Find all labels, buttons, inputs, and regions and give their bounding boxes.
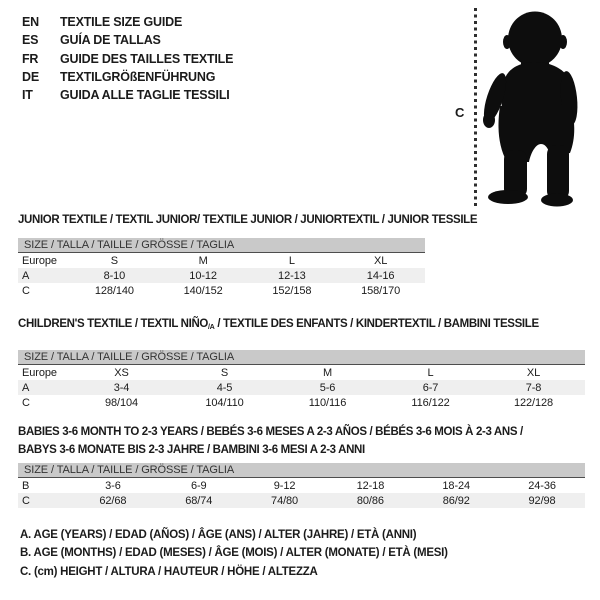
height-measure-line bbox=[474, 8, 477, 209]
table-cell: 12-18 bbox=[356, 479, 385, 492]
table-cell: 7-8 bbox=[525, 381, 542, 394]
table-title-line: JUNIOR TEXTILE / TEXTIL JUNIOR/ TEXTILE … bbox=[18, 213, 478, 227]
size-header-band: SIZE / TALLA / TAILLE / GRÖSSE / TAGLIA bbox=[18, 350, 585, 366]
row-label: C bbox=[22, 494, 30, 507]
language-label: TEXTILE SIZE GUIDE bbox=[60, 15, 183, 29]
table-cell: 3-6 bbox=[105, 479, 121, 492]
table-cell: M bbox=[198, 254, 208, 267]
baby-silhouette-icon bbox=[483, 11, 578, 207]
table-cell: 5-6 bbox=[319, 381, 336, 394]
table-cell: 92/98 bbox=[528, 494, 556, 507]
legend-line: C. (cm) HEIGHT / ALTURA / HAUTEUR / HÖHE… bbox=[20, 565, 318, 578]
table-cell: L bbox=[427, 366, 434, 379]
row-label: Europe bbox=[22, 366, 57, 379]
language-code: DE bbox=[22, 69, 39, 84]
table-cell: XL bbox=[526, 366, 541, 379]
table-title-text: /A bbox=[208, 323, 215, 332]
table-cell: 9-12 bbox=[273, 479, 296, 492]
table-row: C 128/140 140/152 152/158 158/170 bbox=[18, 283, 425, 298]
table-cell: XL bbox=[373, 254, 388, 267]
language-row: IT GUIDA ALLE TAGLIE TESSILI bbox=[22, 86, 233, 104]
table-cell: 116/122 bbox=[411, 396, 450, 409]
table-cell: 12-13 bbox=[278, 269, 306, 282]
table-cell: 110/116 bbox=[308, 396, 347, 409]
table-cell: 152/158 bbox=[272, 284, 312, 297]
table-cell: 62/68 bbox=[99, 494, 127, 507]
language-row: EN TEXTILE SIZE GUIDE bbox=[22, 13, 233, 31]
table-cell: 104/110 bbox=[205, 396, 244, 409]
table-cell: S bbox=[110, 254, 118, 267]
table-cell: L bbox=[288, 254, 295, 267]
table-title-line: BABIES 3-6 MONTH TO 2-3 YEARS / BEBÉS 3-… bbox=[18, 423, 585, 441]
table-row: A 8-10 10-12 12-13 14-16 bbox=[18, 268, 425, 283]
table-cell: 68/74 bbox=[185, 494, 213, 507]
table-cell: 128/140 bbox=[94, 284, 134, 297]
language-code: IT bbox=[22, 88, 33, 103]
row-label: B bbox=[22, 479, 30, 492]
table-cell: M bbox=[322, 366, 333, 379]
height-measure-label: C bbox=[455, 105, 465, 120]
table-title-text: BABYS 3-6 MONATE BIS 2-3 JAHRE / BAMBINI… bbox=[18, 444, 365, 456]
table-cell: 14-16 bbox=[366, 269, 395, 282]
table-cell: 10-12 bbox=[189, 269, 217, 282]
table-row: B 3-6 6-9 9-12 12-18 18-24 24-36 bbox=[18, 478, 585, 493]
table-title: JUNIOR TEXTILE / TEXTIL JUNIOR/ TEXTILE … bbox=[18, 213, 478, 227]
table-cell: 6-9 bbox=[190, 479, 207, 492]
language-row: DE TEXTILGRÖßENFÜHRUNG bbox=[22, 68, 233, 86]
row-label: Europe bbox=[22, 254, 57, 267]
language-list: EN TEXTILE SIZE GUIDE ES GUÍA DE TALLAS FR GU… bbox=[22, 13, 233, 104]
row-label: C bbox=[22, 396, 30, 409]
table-cell: XS bbox=[114, 366, 129, 379]
table-title-text: / TEXTILE DES ENFANTS / KINDERTEXTIL / B… bbox=[214, 318, 539, 330]
table-cell: 24-36 bbox=[528, 479, 556, 492]
table-cell: 8-10 bbox=[103, 269, 126, 282]
table-cell: S bbox=[220, 366, 229, 379]
language-code: EN bbox=[22, 15, 39, 29]
table-childrens-textile: CHILDREN'S TEXTILE / TEXTIL NIÑO/A / TEX… bbox=[18, 317, 585, 410]
table-row: Europe XS S M L XL bbox=[18, 365, 585, 380]
language-row: FR GUIDE DES TAILLES TEXTILE bbox=[22, 50, 233, 68]
language-code: FR bbox=[22, 51, 39, 66]
table-cell: 122/128 bbox=[513, 396, 554, 409]
measurement-legend: A. AGE (YEARS) / EDAD (AÑOS) / ÂGE (ANS)… bbox=[20, 526, 448, 581]
table-cell: 18-24 bbox=[442, 479, 471, 492]
language-row: ES GUÍA DE TALLAS bbox=[22, 31, 233, 49]
table-title-text: JUNIOR TEXTILE / TEXTIL JUNIOR/ TEXTILE … bbox=[18, 214, 478, 226]
table-title: BABIES 3-6 MONTH TO 2-3 YEARS / BEBÉS 3-… bbox=[18, 423, 585, 459]
row-label: A bbox=[22, 269, 30, 282]
language-label: GUIDA ALLE TAGLIE TESSILI bbox=[60, 88, 230, 103]
language-code: ES bbox=[22, 33, 39, 48]
legend-line: A. AGE (YEARS) / EDAD (AÑOS) / ÂGE (ANS)… bbox=[20, 529, 417, 541]
table-cell: 158/170 bbox=[361, 284, 401, 297]
row-label: C bbox=[22, 284, 30, 297]
table-row: C 98/104 104/110 110/116 116/122 122/128 bbox=[18, 395, 585, 410]
size-header-band: SIZE / TALLA / TAILLE / GRÖSSE / TAGLIA bbox=[18, 463, 585, 478]
table-babies-textile: BABIES 3-6 MONTH TO 2-3 YEARS / BEBÉS 3-… bbox=[18, 423, 585, 508]
language-label: GUÍA DE TALLAS bbox=[60, 33, 161, 48]
legend-line: B. AGE (MONTHS) / EDAD (MESES) / ÂGE (MO… bbox=[20, 547, 448, 560]
table-title: CHILDREN'S TEXTILE / TEXTIL NIÑO/A / TEX… bbox=[18, 317, 585, 334]
table-cell: 4-5 bbox=[216, 381, 233, 394]
table-junior-textile: JUNIOR TEXTILE / TEXTIL JUNIOR/ TEXTILE … bbox=[18, 213, 478, 298]
table-cell: 3-4 bbox=[113, 381, 130, 394]
table-row: Europe S M L XL bbox=[18, 253, 425, 268]
table-cell: 98/104 bbox=[104, 396, 139, 409]
table-cell: 140/152 bbox=[183, 284, 223, 297]
language-label: TEXTILGRÖßENFÜHRUNG bbox=[60, 69, 216, 84]
table-title-text: CHILDREN'S TEXTILE / TEXTIL NIÑO bbox=[18, 318, 209, 330]
table-cell: 74/80 bbox=[271, 494, 299, 507]
table-row: A 3-4 4-5 5-6 6-7 7-8 bbox=[18, 380, 585, 396]
table-cell: 80/86 bbox=[356, 494, 384, 507]
row-label: A bbox=[22, 381, 30, 394]
table-title-text: BABIES 3-6 MONTH TO 2-3 YEARS / BEBÉS 3-… bbox=[18, 426, 523, 438]
table-row: C 62/68 68/74 74/80 80/86 86/92 92/98 bbox=[18, 493, 585, 508]
language-label: GUIDE DES TAILLES TEXTILE bbox=[60, 51, 234, 66]
size-header-band: SIZE / TALLA / TAILLE / GRÖSSE / TAGLIA bbox=[18, 238, 425, 253]
table-cell: 6-7 bbox=[422, 381, 439, 394]
table-title-line: CHILDREN'S TEXTILE / TEXTIL NIÑO/A / TEX… bbox=[18, 317, 585, 334]
table-title-line: BABYS 3-6 MONATE BIS 2-3 JAHRE / BAMBINI… bbox=[18, 441, 585, 459]
table-cell: 86/92 bbox=[442, 494, 470, 507]
